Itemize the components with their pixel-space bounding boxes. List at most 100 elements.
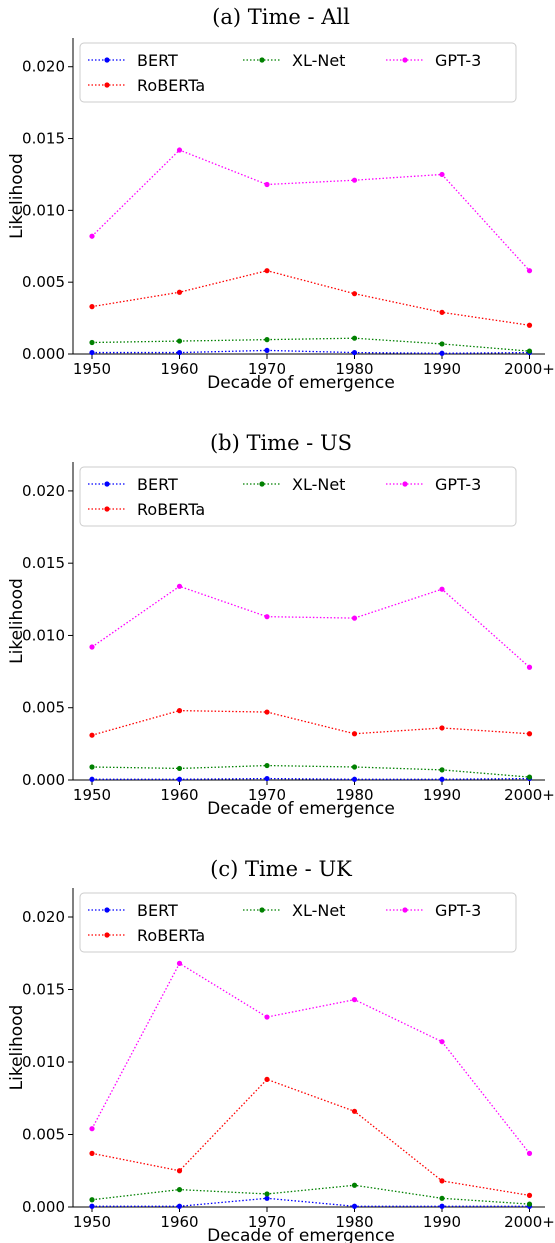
data-point-roberta bbox=[89, 732, 95, 738]
data-point-roberta bbox=[176, 1168, 183, 1174]
data-point-bert bbox=[351, 1203, 358, 1209]
data-point-gpt-3 bbox=[89, 233, 95, 239]
data-point-xl-net bbox=[89, 339, 95, 346]
x-tick-label: 1990 bbox=[423, 786, 461, 804]
legend-label: BERT bbox=[137, 901, 178, 920]
x-tick-label: 1990 bbox=[423, 1213, 461, 1231]
series-line-roberta bbox=[91, 1078, 530, 1197]
data-point-gpt-3 bbox=[264, 181, 270, 188]
data-point-xl-net bbox=[89, 764, 95, 770]
data-point-bert bbox=[264, 1195, 270, 1201]
data-point-roberta bbox=[264, 1076, 270, 1082]
x-tick-label: 1980 bbox=[335, 786, 373, 804]
data-point-xl-net bbox=[351, 764, 358, 770]
x-tick-label: 1960 bbox=[160, 360, 198, 378]
data-point-gpt-3 bbox=[176, 583, 183, 589]
x-tick-label: 2000+ bbox=[504, 360, 555, 378]
x-tick-label: 2000+ bbox=[504, 786, 555, 804]
series-line-xl-net bbox=[91, 1184, 530, 1205]
legend-label: GPT-3 bbox=[435, 475, 481, 494]
data-point-gpt-3 bbox=[176, 960, 183, 967]
chart-title: (b) Time - US bbox=[210, 431, 352, 455]
data-point-gpt-3 bbox=[439, 586, 445, 592]
data-point-roberta bbox=[176, 289, 183, 295]
data-point-bert bbox=[439, 350, 445, 356]
data-point-gpt-3 bbox=[264, 1014, 270, 1020]
y-tick-label: 0.020 bbox=[22, 482, 65, 500]
y-tick-label: 0.010 bbox=[22, 1053, 65, 1071]
legend: BERT RoBERTa XL-Net GPT-3 bbox=[79, 42, 517, 103]
data-point-xl-net bbox=[176, 765, 183, 772]
data-point-roberta bbox=[264, 709, 270, 715]
y-tick-label: 0.005 bbox=[22, 1126, 65, 1144]
x-tick-label: 1980 bbox=[335, 1213, 373, 1231]
legend-marker bbox=[402, 481, 408, 487]
data-point-bert bbox=[176, 1203, 183, 1209]
data-point-roberta bbox=[89, 1150, 95, 1156]
y-tick-label: 0.020 bbox=[22, 58, 65, 76]
data-point-gpt-3 bbox=[351, 615, 358, 621]
data-point-xl-net bbox=[264, 337, 270, 343]
legend-label: RoBERTa bbox=[137, 926, 205, 945]
data-point-gpt-3 bbox=[89, 644, 95, 650]
chart-1: (a) Time - All 0.000 0.005 0.010 0.015 0.020 1… bbox=[7, 5, 555, 393]
series-line-xl-net bbox=[91, 337, 530, 352]
data-point-gpt-3 bbox=[176, 147, 183, 153]
data-point-bert bbox=[351, 349, 358, 356]
y-tick-label: 0.000 bbox=[22, 1198, 65, 1216]
legend-box bbox=[79, 892, 517, 953]
x-tick-label: 1950 bbox=[73, 360, 111, 378]
data-point-gpt-3 bbox=[439, 171, 445, 178]
data-point-xl-net bbox=[351, 335, 358, 341]
y-tick-label: 0.005 bbox=[22, 273, 65, 291]
data-point-roberta bbox=[351, 1108, 358, 1114]
data-point-gpt-3 bbox=[526, 664, 533, 670]
x-tick-label: 1980 bbox=[335, 360, 373, 378]
series-line-gpt-3 bbox=[91, 962, 531, 1154]
data-point-gpt-3 bbox=[351, 177, 358, 183]
data-point-xl-net bbox=[89, 1197, 95, 1203]
legend-label: RoBERTa bbox=[137, 500, 205, 519]
y-tick-label: 0.000 bbox=[22, 771, 65, 789]
legend: BERT RoBERTa XL-Net GPT-3 bbox=[79, 466, 517, 527]
data-point-bert bbox=[264, 775, 270, 782]
data-point-bert bbox=[439, 1203, 445, 1209]
data-point-gpt-3 bbox=[264, 614, 270, 620]
data-point-gpt-3 bbox=[526, 1150, 533, 1156]
x-axis-label: Decade of emergence bbox=[207, 799, 395, 819]
x-axis-label: Decade of emergence bbox=[207, 1226, 395, 1243]
data-point-bert bbox=[264, 347, 270, 354]
data-point-roberta bbox=[439, 1178, 445, 1184]
data-point-gpt-3 bbox=[89, 1126, 95, 1132]
data-point-gpt-3 bbox=[526, 268, 533, 274]
data-point-roberta bbox=[176, 708, 183, 714]
legend-label: XL-Net bbox=[292, 51, 345, 70]
legend-marker bbox=[104, 932, 110, 938]
data-point-xl-net bbox=[264, 762, 270, 769]
data-point-gpt-3 bbox=[439, 1039, 445, 1045]
series-line-gpt-3 bbox=[91, 585, 530, 668]
legend-marker bbox=[259, 481, 265, 487]
data-point-roberta bbox=[439, 309, 445, 315]
data-point-roberta bbox=[526, 731, 533, 737]
y-tick-label: 0.005 bbox=[22, 699, 65, 717]
data-point-gpt-3 bbox=[351, 997, 358, 1003]
data-point-xl-net bbox=[176, 1187, 183, 1193]
data-point-xl-net bbox=[351, 1182, 358, 1188]
data-point-bert bbox=[89, 1203, 95, 1209]
series-line-bert bbox=[92, 777, 530, 780]
data-point-xl-net bbox=[439, 341, 445, 347]
legend-marker bbox=[104, 506, 110, 512]
data-point-bert bbox=[439, 776, 445, 782]
legend-label: XL-Net bbox=[292, 475, 345, 494]
legend-marker bbox=[259, 907, 265, 913]
data-point-xl-net bbox=[439, 767, 445, 773]
legend: BERT RoBERTa XL-Net GPT-3 bbox=[79, 892, 517, 953]
legend-label: GPT-3 bbox=[435, 51, 481, 70]
data-point-roberta bbox=[264, 268, 270, 274]
series-line-gpt-3 bbox=[91, 149, 530, 272]
data-point-bert bbox=[89, 776, 95, 782]
data-point-roberta bbox=[526, 322, 533, 328]
x-tick-label: 1970 bbox=[248, 360, 286, 378]
data-point-roberta bbox=[439, 725, 445, 731]
